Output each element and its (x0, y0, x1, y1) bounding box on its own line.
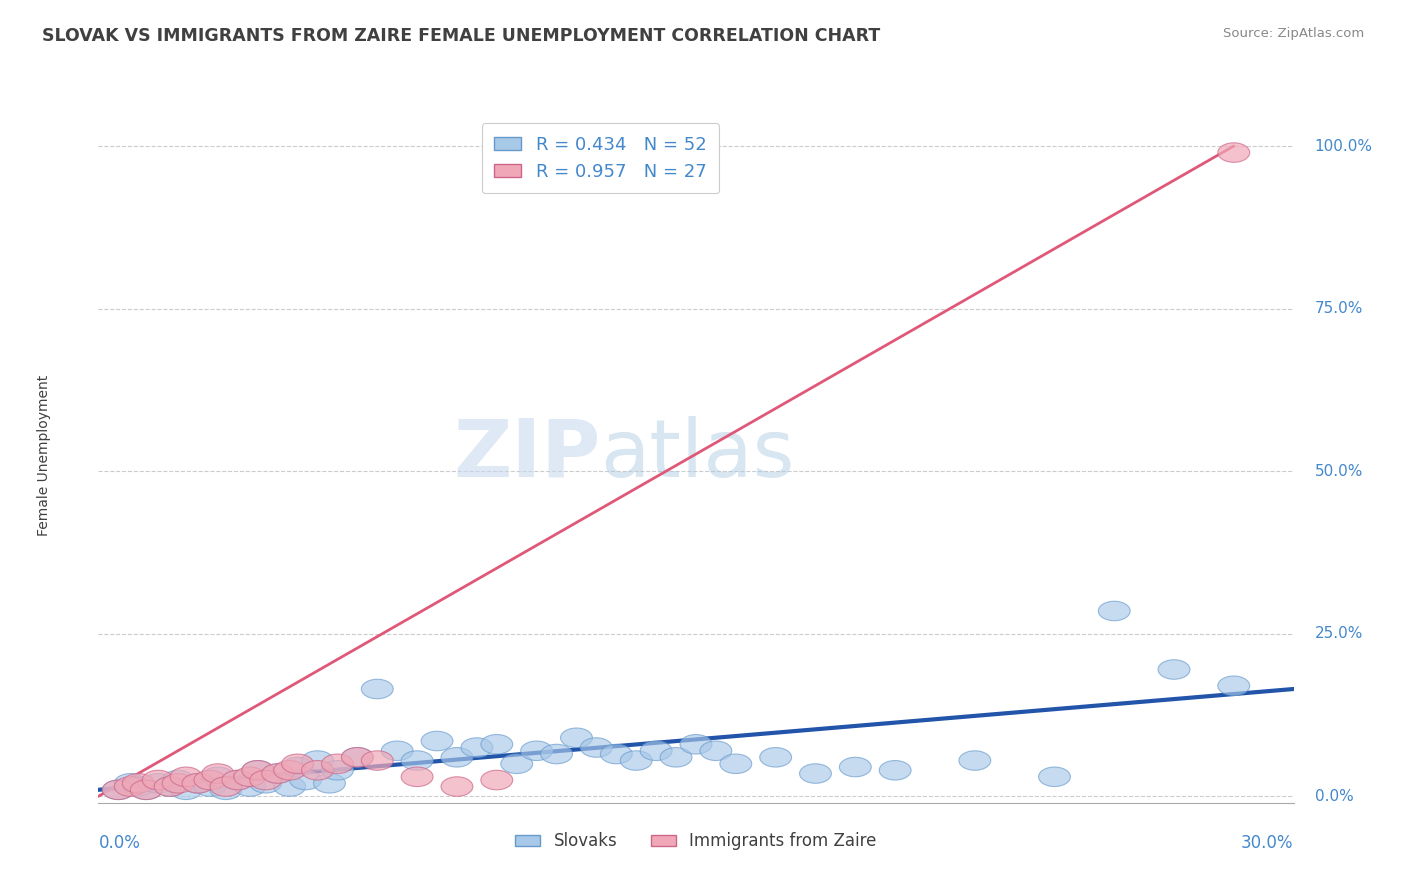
Ellipse shape (250, 773, 281, 793)
Ellipse shape (381, 741, 413, 761)
Ellipse shape (122, 777, 155, 797)
Ellipse shape (501, 754, 533, 773)
Ellipse shape (131, 780, 162, 799)
Text: Source: ZipAtlas.com: Source: ZipAtlas.com (1223, 27, 1364, 40)
Ellipse shape (301, 751, 333, 771)
Ellipse shape (155, 777, 186, 797)
Ellipse shape (342, 747, 374, 767)
Ellipse shape (290, 771, 322, 789)
Ellipse shape (361, 679, 394, 698)
Ellipse shape (209, 780, 242, 799)
Ellipse shape (183, 773, 214, 793)
Ellipse shape (301, 761, 333, 780)
Ellipse shape (250, 771, 281, 789)
Ellipse shape (131, 780, 162, 799)
Ellipse shape (233, 767, 266, 787)
Ellipse shape (561, 728, 592, 747)
Ellipse shape (879, 761, 911, 780)
Ellipse shape (1098, 601, 1130, 621)
Ellipse shape (600, 744, 633, 764)
Ellipse shape (202, 767, 233, 787)
Ellipse shape (422, 731, 453, 751)
Ellipse shape (481, 771, 513, 789)
Ellipse shape (461, 738, 494, 757)
Ellipse shape (142, 771, 174, 789)
Ellipse shape (620, 751, 652, 771)
Ellipse shape (661, 747, 692, 767)
Ellipse shape (170, 767, 202, 787)
Ellipse shape (322, 761, 353, 780)
Ellipse shape (222, 771, 254, 789)
Ellipse shape (441, 777, 472, 797)
Legend: Slovaks, Immigrants from Zaire: Slovaks, Immigrants from Zaire (509, 826, 883, 857)
Ellipse shape (242, 761, 274, 780)
Ellipse shape (839, 757, 872, 777)
Ellipse shape (401, 767, 433, 787)
Text: atlas: atlas (600, 416, 794, 494)
Ellipse shape (681, 734, 711, 754)
Ellipse shape (103, 780, 135, 799)
Text: 75.0%: 75.0% (1315, 301, 1362, 316)
Text: SLOVAK VS IMMIGRANTS FROM ZAIRE FEMALE UNEMPLOYMENT CORRELATION CHART: SLOVAK VS IMMIGRANTS FROM ZAIRE FEMALE U… (42, 27, 880, 45)
Ellipse shape (700, 741, 731, 761)
Ellipse shape (194, 777, 226, 797)
Text: 25.0%: 25.0% (1315, 626, 1362, 641)
Text: ZIP: ZIP (453, 416, 600, 494)
Text: 30.0%: 30.0% (1241, 834, 1294, 852)
Text: 0.0%: 0.0% (1315, 789, 1354, 804)
Ellipse shape (959, 751, 991, 771)
Ellipse shape (581, 738, 613, 757)
Ellipse shape (262, 764, 294, 783)
Ellipse shape (142, 773, 174, 793)
Ellipse shape (640, 741, 672, 761)
Ellipse shape (155, 777, 186, 797)
Ellipse shape (281, 757, 314, 777)
Ellipse shape (281, 754, 314, 773)
Text: 100.0%: 100.0% (1315, 138, 1372, 153)
Ellipse shape (114, 773, 146, 793)
Ellipse shape (114, 777, 146, 797)
Ellipse shape (103, 780, 135, 799)
Ellipse shape (222, 771, 254, 789)
Ellipse shape (274, 761, 305, 780)
Ellipse shape (720, 754, 752, 773)
Ellipse shape (401, 751, 433, 771)
Y-axis label: Female Unemployment: Female Unemployment (37, 375, 51, 535)
Ellipse shape (759, 747, 792, 767)
Ellipse shape (162, 773, 194, 793)
Text: 0.0%: 0.0% (98, 834, 141, 852)
Ellipse shape (162, 771, 194, 789)
Ellipse shape (520, 741, 553, 761)
Ellipse shape (262, 764, 294, 783)
Ellipse shape (540, 744, 572, 764)
Ellipse shape (170, 780, 202, 799)
Ellipse shape (1218, 143, 1250, 162)
Ellipse shape (122, 773, 155, 793)
Ellipse shape (242, 761, 274, 780)
Ellipse shape (481, 734, 513, 754)
Ellipse shape (233, 777, 266, 797)
Ellipse shape (342, 747, 374, 767)
Ellipse shape (800, 764, 831, 783)
Ellipse shape (322, 754, 353, 773)
Text: 50.0%: 50.0% (1315, 464, 1362, 479)
Ellipse shape (361, 751, 394, 771)
Ellipse shape (183, 773, 214, 793)
Ellipse shape (194, 771, 226, 789)
Ellipse shape (314, 773, 346, 793)
Ellipse shape (441, 747, 472, 767)
Ellipse shape (209, 777, 242, 797)
Ellipse shape (1039, 767, 1070, 787)
Ellipse shape (274, 777, 305, 797)
Ellipse shape (1159, 660, 1189, 679)
Ellipse shape (1218, 676, 1250, 696)
Ellipse shape (202, 764, 233, 783)
